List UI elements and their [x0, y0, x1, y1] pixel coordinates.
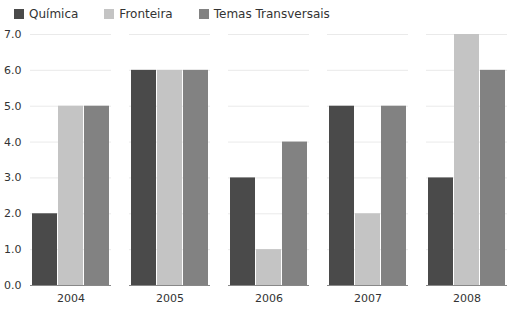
svg-text:7.0: 7.0	[4, 28, 22, 41]
svg-text:4.0: 4.0	[4, 136, 22, 149]
svg-text:2008: 2008	[453, 292, 481, 305]
html-text:Química: Química	[29, 7, 79, 21]
svg-text:0.0: 0.0	[4, 279, 22, 292]
html-text:Temas Transversais: Temas Transversais	[213, 7, 330, 21]
html-text:Fronteira: Fronteira	[119, 7, 173, 21]
svg-text:6.0: 6.0	[4, 64, 22, 77]
svg-text:2006: 2006	[255, 292, 283, 305]
svg-text:2.0: 2.0	[4, 207, 22, 220]
svg-text:2004: 2004	[57, 292, 85, 305]
svg-text:3.0: 3.0	[4, 171, 22, 184]
svg-text:1.0: 1.0	[4, 243, 22, 256]
svg-text:2007: 2007	[354, 292, 382, 305]
svg-text:5.0: 5.0	[4, 100, 22, 113]
svg-text:2005: 2005	[156, 292, 184, 305]
